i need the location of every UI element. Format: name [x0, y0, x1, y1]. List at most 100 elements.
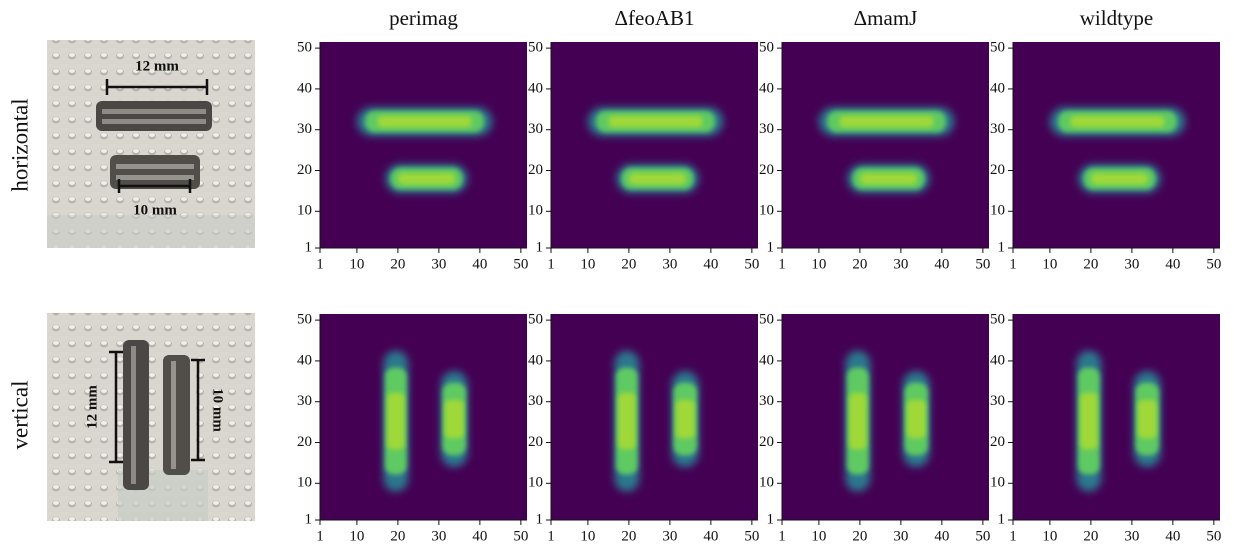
x-tick-label: 1 [316, 528, 324, 544]
x-tick-label: 30 [662, 528, 677, 544]
x-tick-label: 40 [472, 528, 487, 544]
y-tick-label: 10 [759, 475, 774, 491]
y-tick-label: 40 [759, 352, 774, 368]
dimension-label: 12 mm [84, 385, 100, 429]
heatmap-background [782, 42, 989, 248]
heatmap-blobs [1049, 107, 1186, 193]
x-tick-label: 30 [893, 528, 908, 544]
blob-core [377, 115, 472, 128]
heatmap-panel: 11 10 10 20 20 30 30 40 40 50 50 [297, 312, 528, 545]
heatmap-blobs [356, 107, 493, 193]
x-tick-label: 1 [547, 528, 555, 544]
x-tick-label: 40 [1165, 256, 1180, 272]
y-tick-label: 50 [759, 40, 774, 56]
heatmap-background [551, 42, 758, 248]
x-tick-label: 20 [1083, 256, 1098, 272]
heatmap-blobs [818, 107, 955, 193]
y-tick-label: 10 [297, 203, 312, 219]
heatmap-background [1013, 42, 1220, 248]
x-tick-label: 30 [1124, 528, 1139, 544]
x-tick-label: 10 [580, 528, 595, 544]
y-tick-label: 30 [528, 121, 543, 137]
x-tick-label: 10 [811, 256, 826, 272]
heatmap-blobs [1076, 350, 1161, 492]
y-tick-label: 20 [759, 162, 774, 178]
column-title: perimag [389, 6, 458, 30]
x-tick-label: 30 [431, 256, 446, 272]
y-tick-label: 10 [990, 475, 1005, 491]
x-tick-label: 20 [852, 528, 867, 544]
heatmap-panel: 11 10 10 20 20 30 30 40 40 50 50 [297, 40, 528, 273]
y-tick-label: 20 [990, 162, 1005, 178]
row-label: vertical [7, 381, 32, 450]
y-tick-label: 50 [990, 40, 1005, 56]
y-tick-label: 40 [528, 80, 543, 96]
blob-core [628, 172, 687, 185]
heatmap-panel: 11 10 10 20 20 30 30 40 40 50 50 [759, 312, 990, 545]
y-tick-label: 30 [528, 393, 543, 409]
heatmap-blobs [614, 350, 699, 492]
y-tick-label: 10 [759, 203, 774, 219]
x-tick-label: 10 [1042, 256, 1057, 272]
x-tick-label: 40 [703, 256, 718, 272]
y-tick-label: 50 [990, 312, 1005, 328]
blob-core [1137, 399, 1157, 439]
y-tick-label: 10 [528, 475, 543, 491]
heatmap-background [1013, 314, 1220, 520]
y-tick-label: 50 [528, 40, 543, 56]
y-tick-label: 20 [297, 434, 312, 450]
x-tick-label: 40 [934, 528, 949, 544]
x-tick-label: 50 [744, 528, 759, 544]
y-tick-label: 1 [767, 239, 775, 255]
x-tick-label: 20 [621, 256, 636, 272]
blob-core [444, 399, 464, 439]
y-tick-label: 1 [536, 239, 544, 255]
x-tick-label: 10 [349, 528, 364, 544]
y-tick-label: 40 [759, 80, 774, 96]
x-tick-label: 1 [547, 256, 555, 272]
heatmap-blobs [587, 107, 724, 193]
y-tick-label: 10 [990, 203, 1005, 219]
heatmap-background [782, 314, 989, 520]
y-tick-label: 40 [297, 80, 312, 96]
x-tick-label: 20 [621, 528, 636, 544]
row-label: horizontal [7, 98, 32, 191]
blob-core [859, 172, 918, 185]
photo-vertical [47, 313, 255, 521]
blob-core [1070, 115, 1165, 128]
x-tick-label: 20 [390, 528, 405, 544]
x-tick-label: 50 [975, 528, 990, 544]
y-tick-label: 20 [759, 434, 774, 450]
blob-core [608, 115, 703, 128]
dimension-label: 12 mm [135, 58, 179, 74]
x-tick-label: 30 [1124, 256, 1139, 272]
heatmap-background [320, 314, 527, 520]
blob-core [839, 115, 934, 128]
x-tick-label: 10 [349, 256, 364, 272]
y-tick-label: 40 [990, 352, 1005, 368]
x-tick-label: 40 [472, 256, 487, 272]
x-tick-label: 50 [1206, 528, 1221, 544]
y-tick-label: 50 [759, 312, 774, 328]
y-tick-label: 30 [297, 121, 312, 137]
dimension-label: 10 mm [133, 202, 177, 218]
x-tick-label: 30 [893, 256, 908, 272]
column-title: ΔmamJ [854, 6, 918, 30]
heatmap-blobs [383, 350, 468, 492]
blob-core [618, 392, 636, 450]
heatmap-panel: 11 10 10 20 20 30 30 40 40 50 50 [990, 40, 1221, 273]
blob-core [387, 392, 405, 450]
photo-horizontal [47, 40, 255, 248]
heatmap-panel: 11 10 10 20 20 30 30 40 40 50 50 [990, 312, 1221, 545]
x-tick-label: 1 [1009, 528, 1017, 544]
x-tick-label: 50 [975, 256, 990, 272]
heatmap-blobs [845, 350, 930, 492]
x-tick-label: 10 [811, 528, 826, 544]
blob-core [906, 399, 926, 439]
heatmap-panel: 11 10 10 20 20 30 30 40 40 50 50 [759, 40, 990, 273]
x-tick-label: 1 [1009, 256, 1017, 272]
x-tick-label: 1 [778, 528, 786, 544]
x-tick-label: 10 [1042, 528, 1057, 544]
x-tick-label: 1 [778, 256, 786, 272]
